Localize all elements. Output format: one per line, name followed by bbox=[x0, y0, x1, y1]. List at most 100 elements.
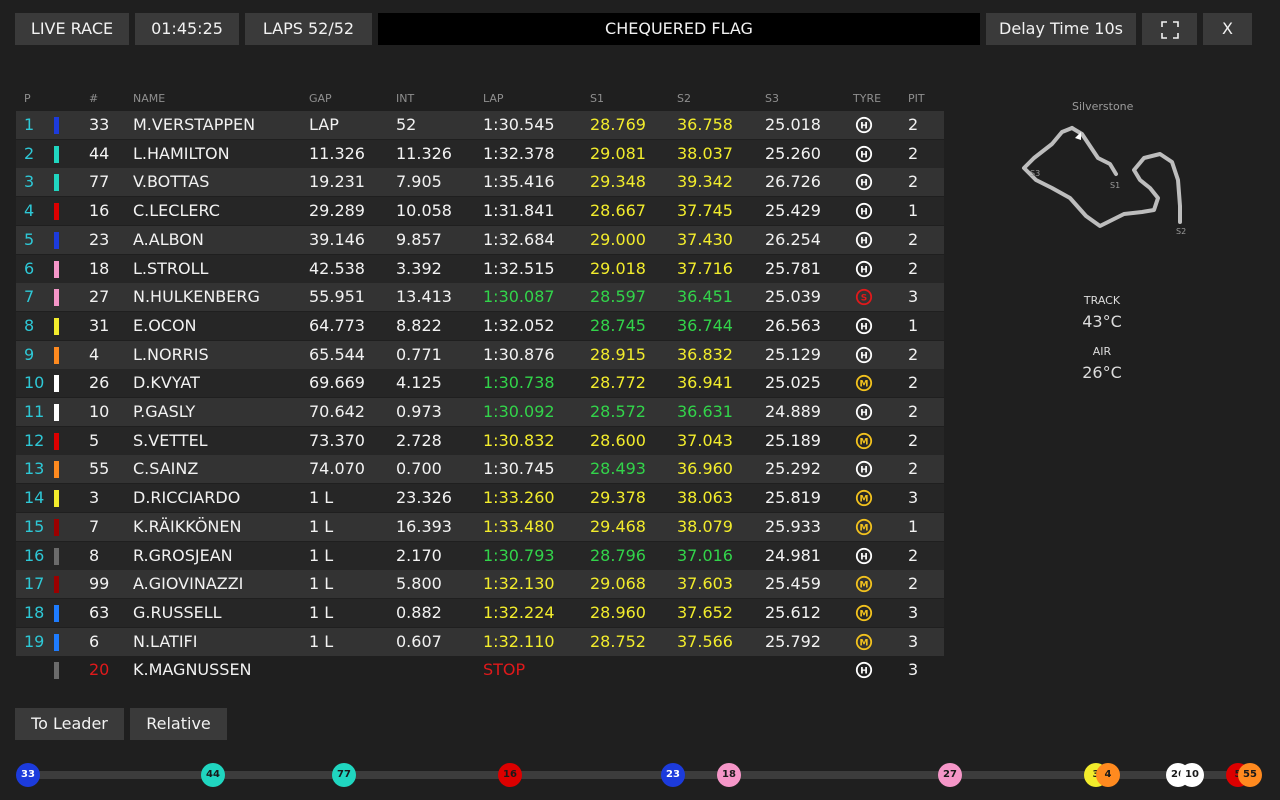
pit-count: 2 bbox=[908, 229, 919, 249]
tyre-compound-icon: M bbox=[855, 489, 873, 507]
col-name: NAME bbox=[133, 92, 166, 105]
car-number: 63 bbox=[89, 602, 110, 622]
table-row[interactable]: 9 4 L.NORRIS 65.544 0.771 1:30.876 28.915 36.83… bbox=[16, 340, 944, 369]
sector3-time: 25.039 bbox=[765, 287, 821, 307]
sector3-time: 26.254 bbox=[765, 229, 821, 249]
table-row[interactable]: 11 10 P.GASLY 70.642 0.973 1:30.092 28.572 36.6… bbox=[16, 398, 944, 426]
interval-value: 9.857 bbox=[396, 229, 442, 249]
table-row[interactable]: 5 23 A.ALBON 39.146 9.857 1:32.684 29.000 37.43… bbox=[16, 225, 944, 254]
sector2-time: 36.941 bbox=[677, 373, 733, 393]
position-value: 4 bbox=[24, 201, 35, 221]
interval-value: 0.607 bbox=[396, 631, 442, 651]
car-number: 44 bbox=[89, 143, 110, 163]
car-position-marker[interactable]: 4 bbox=[1096, 763, 1120, 787]
car-position-marker[interactable]: 10 bbox=[1180, 763, 1204, 787]
car-position-marker[interactable]: 23 bbox=[661, 763, 685, 787]
driver-name: D.KVYAT bbox=[133, 373, 200, 393]
interval-value: 0.973 bbox=[396, 402, 442, 421]
table-row[interactable]: 18 63 G.RUSSELL 1 L 0.882 1:32.224 28.960 37.65… bbox=[16, 598, 944, 627]
car-position-marker[interactable]: 27 bbox=[938, 763, 962, 787]
col-s3: S3 bbox=[765, 92, 779, 105]
car-position-marker[interactable]: 55 bbox=[1238, 763, 1262, 787]
table-row[interactable]: 3 77 V.BOTTAS 19.231 7.905 1:35.416 29.348 39.3… bbox=[16, 168, 944, 197]
table-row[interactable]: 6 18 L.STROLL 42.538 3.392 1:32.515 29.018 37.7… bbox=[16, 254, 944, 283]
sector3-time: 24.981 bbox=[765, 545, 821, 565]
lap-time: 1:30.832 bbox=[483, 430, 555, 450]
table-row[interactable]: 10 26 D.KVYAT 69.669 4.125 1:30.738 28.772 36.9… bbox=[16, 369, 944, 398]
pit-count: 3 bbox=[908, 660, 919, 680]
team-color-bar bbox=[54, 203, 59, 221]
top-bar: LIVE RACE 01:45:25 LAPS 52/52 CHEQUERED … bbox=[0, 0, 1280, 60]
col-gap: GAP bbox=[309, 92, 332, 105]
position-value: 6 bbox=[24, 258, 35, 278]
sector2-time: 38.079 bbox=[677, 516, 733, 536]
table-row[interactable]: 13 55 C.SAINZ 74.070 0.700 1:30.745 28.493 36.9… bbox=[16, 455, 944, 484]
car-position-marker[interactable]: 77 bbox=[332, 763, 356, 787]
position-value: 10 bbox=[24, 373, 45, 393]
sector3-time: 25.189 bbox=[765, 430, 821, 450]
car-position-marker[interactable]: 44 bbox=[201, 763, 225, 787]
table-row[interactable]: 7 27 N.HULKENBERG 55.951 13.413 1:30.087 28.59… bbox=[16, 283, 944, 312]
lap-time: 1:30.087 bbox=[483, 287, 555, 307]
interval-value: 11.326 bbox=[396, 143, 452, 163]
sector2-time: 37.043 bbox=[677, 430, 733, 450]
table-row[interactable]: 12 5 S.VETTEL 73.370 2.728 1:30.832 28.600 37.0… bbox=[16, 426, 944, 455]
pit-count: 1 bbox=[908, 516, 919, 536]
sector3-time: 26.563 bbox=[765, 315, 821, 335]
table-row[interactable]: 14 3 D.RICCIARDO 1 L 23.326 1:33.260 29.378 38.… bbox=[16, 484, 944, 513]
table-row[interactable]: 20 K.MAGNUSSEN STOP 3 H bbox=[16, 656, 944, 684]
car-number: 4 bbox=[89, 344, 100, 364]
gap-value: 65.544 bbox=[309, 344, 365, 364]
driver-name: C.LECLERC bbox=[133, 201, 220, 221]
live-race-button[interactable]: LIVE RACE bbox=[15, 13, 129, 45]
car-number: 20 bbox=[89, 660, 110, 680]
interval-value: 52 bbox=[396, 115, 417, 134]
car-position-marker[interactable]: 16 bbox=[498, 763, 522, 787]
driver-name: P.GASLY bbox=[133, 402, 196, 421]
table-row[interactable]: 2 44 L.HAMILTON 11.326 11.326 1:32.378 29.081 3… bbox=[16, 139, 944, 168]
interval-value: 0.882 bbox=[396, 602, 442, 622]
driver-name: L.NORRIS bbox=[133, 344, 209, 364]
table-row[interactable]: 1 33 M.VERSTAPPEN LAP 52 1:30.545 28.769 36.758… bbox=[16, 111, 944, 139]
track-temp-label: TRACK bbox=[1083, 294, 1121, 307]
to-leader-button[interactable]: To Leader bbox=[15, 708, 124, 740]
lap-time: 1:30.738 bbox=[483, 373, 555, 393]
table-row[interactable]: 4 16 C.LECLERC 29.289 10.058 1:31.841 28.667 37… bbox=[16, 197, 944, 226]
position-value: 16 bbox=[24, 545, 45, 565]
pit-count: 2 bbox=[908, 430, 919, 450]
table-row[interactable]: 8 31 E.OCON 64.773 8.822 1:32.052 28.745 36.744… bbox=[16, 311, 944, 340]
team-color-bar bbox=[54, 490, 59, 508]
position-value: 17 bbox=[24, 574, 45, 594]
pit-count: 2 bbox=[908, 373, 919, 393]
team-color-bar bbox=[54, 145, 59, 163]
fullscreen-button[interactable] bbox=[1142, 13, 1197, 45]
car-number: 16 bbox=[89, 201, 110, 221]
tyre-compound-icon: H bbox=[855, 174, 873, 191]
tyre-compound-letter: H bbox=[860, 265, 868, 275]
lap-time: 1:33.480 bbox=[483, 516, 555, 536]
pit-count: 1 bbox=[908, 315, 919, 335]
gap-value: 1 L bbox=[309, 488, 334, 508]
sector3-time: 25.018 bbox=[765, 115, 821, 134]
car-position-marker[interactable]: 18 bbox=[717, 763, 741, 787]
tyre-compound-icon: M bbox=[855, 604, 873, 621]
gap-value: 55.951 bbox=[309, 287, 365, 307]
table-row[interactable]: 15 7 K.RÄIKKÖNEN 1 L 16.393 1:33.480 29.468 38.… bbox=[16, 512, 944, 541]
sector1-time: 28.796 bbox=[590, 545, 646, 565]
lap-time: 1:32.515 bbox=[483, 258, 555, 278]
driver-name: E.OCON bbox=[133, 315, 197, 335]
close-button[interactable]: X bbox=[1203, 13, 1252, 45]
tyre-compound-icon: H bbox=[855, 145, 873, 162]
sector3-time: 25.025 bbox=[765, 373, 821, 393]
relative-button[interactable]: Relative bbox=[130, 708, 227, 740]
position-value: 2 bbox=[24, 143, 35, 163]
car-position-marker[interactable]: 33 bbox=[16, 763, 40, 787]
pit-count: 2 bbox=[908, 574, 919, 594]
sector3-time: 24.889 bbox=[765, 402, 821, 421]
gap-value: 11.326 bbox=[309, 143, 365, 163]
table-row[interactable]: 17 99 A.GIOVINAZZI 1 L 5.800 1:32.130 29.068 37… bbox=[16, 570, 944, 599]
table-row[interactable]: 16 8 R.GROSJEAN 1 L 2.170 1:30.793 28.796 37.01… bbox=[16, 541, 944, 570]
table-row[interactable]: 19 6 N.LATIFI 1 L 0.607 1:32.110 28.752 37.566 2… bbox=[16, 627, 944, 656]
delay-time-button[interactable]: Delay Time 10s bbox=[986, 13, 1136, 45]
sector3-time: 25.781 bbox=[765, 258, 821, 278]
